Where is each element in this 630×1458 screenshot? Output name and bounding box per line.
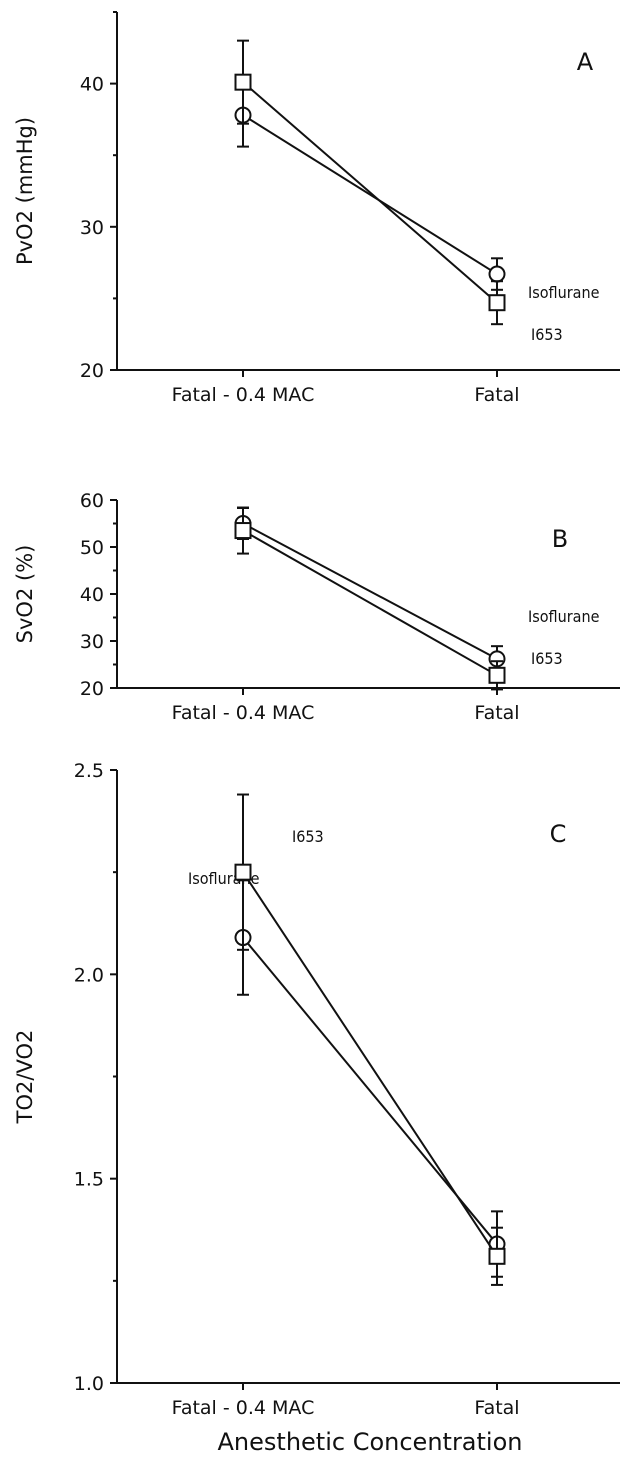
y-tick-label: 2.0 (74, 964, 104, 986)
series-label: Isoflurane (528, 283, 600, 302)
panel-label: B (552, 525, 568, 553)
y-tick-label: 40 (80, 584, 104, 606)
y-axis-label: SvO2 (%) (13, 545, 37, 644)
series-label: I653 (531, 325, 563, 344)
series-label: I653 (292, 827, 324, 846)
panel-label: A (577, 48, 594, 76)
data-point-square (488, 294, 506, 312)
chart-panel-b: 20 30 40 50 60 Fatal - 0.4 MAC Fatal SvO2 (%) B I… (13, 490, 620, 724)
series-i653: I653 (234, 793, 506, 1286)
chart-panel-a: 20 30 40 Fatal - 0.4 MAC Fatal PvO2 (mmHg) A Is… (13, 11, 620, 406)
y-tick-label: 20 (80, 678, 104, 700)
series-line (242, 81, 498, 304)
data-point-circle (488, 265, 506, 283)
y-tick-label: 2.5 (74, 760, 104, 782)
series-i653: I653 (234, 506, 563, 691)
data-point-square (234, 73, 252, 91)
series-line (242, 871, 498, 1257)
y-axis-label: PvO2 (mmHg) (13, 117, 37, 265)
data-point-square (234, 863, 252, 881)
data-point-square (234, 522, 252, 540)
y-tick-label: 30 (80, 217, 104, 239)
series-label: Isoflurane (528, 607, 600, 626)
chart-panel-c: 1.0 1.5 2.0 2.5 Fatal - 0.4 MAC Fatal TO2/VO2 A… (13, 760, 620, 1456)
series-line (242, 522, 498, 660)
x-tick-label: Fatal - 0.4 MAC (172, 384, 315, 406)
y-tick-label: 1.5 (74, 1169, 104, 1191)
y-tick-label: 1.0 (74, 1373, 104, 1395)
x-tick-label: Fatal (474, 384, 519, 406)
series-i653: I653 (234, 39, 563, 344)
data-point-square (488, 666, 506, 684)
series-isoflurane: Isoflurane (234, 82, 600, 302)
series-isoflurane: Isoflurane (234, 506, 600, 673)
y-tick-label: 50 (80, 537, 104, 559)
series-label: I653 (531, 649, 563, 668)
series-line (242, 114, 498, 275)
x-tick-label: Fatal (474, 1397, 519, 1419)
x-tick-label: Fatal - 0.4 MAC (172, 1397, 315, 1419)
y-axis-label: TO2/VO2 (13, 1030, 37, 1125)
y-tick-label: 20 (80, 360, 104, 382)
series-isoflurane: Isoflurane (188, 869, 506, 1278)
x-tick-label: Fatal (474, 702, 519, 724)
y-tick-label: 40 (80, 74, 104, 96)
y-tick-label: 60 (80, 490, 104, 512)
y-tick-label: 30 (80, 631, 104, 653)
series-line (242, 529, 498, 677)
panel-label: C (550, 820, 567, 848)
x-axis-label: Anesthetic Concentration (218, 1428, 523, 1456)
x-tick-label: Fatal - 0.4 MAC (172, 702, 315, 724)
data-point-square (488, 1247, 506, 1265)
